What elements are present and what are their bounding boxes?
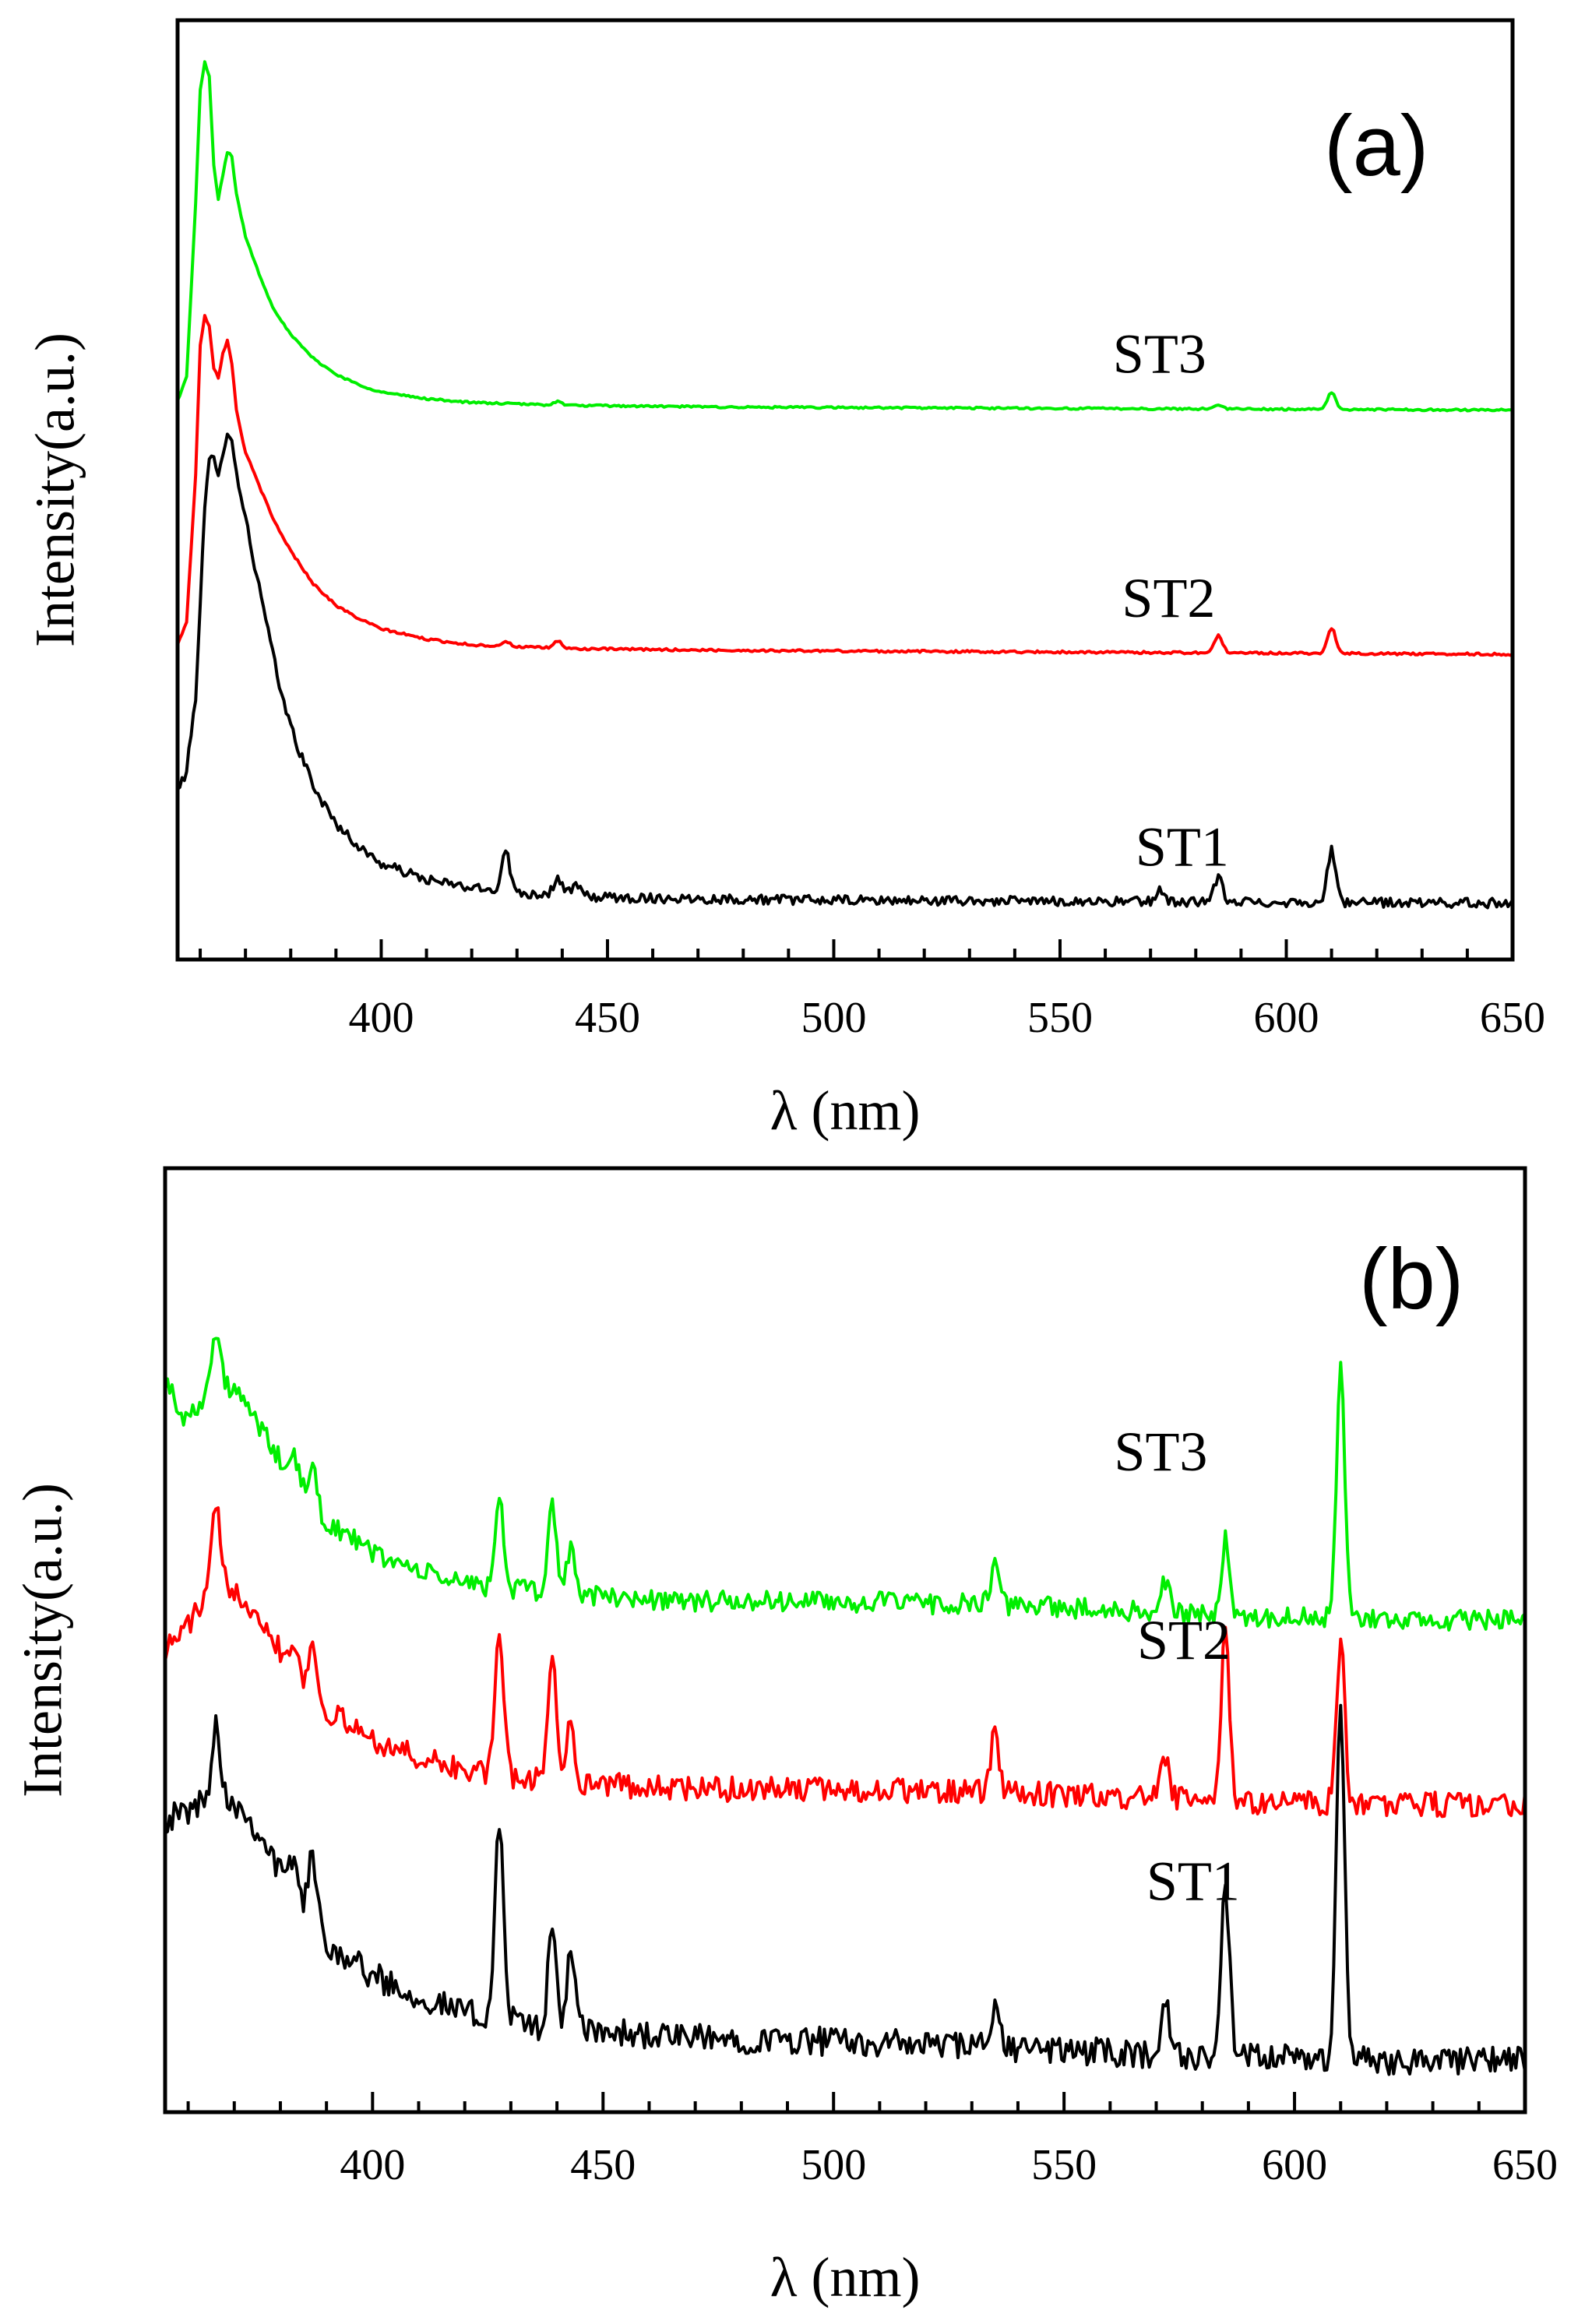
series-line-st2 <box>164 1506 1527 1819</box>
panel-b: 400 450 500 550 600 650 λ (nm) Intensity(a.u.) (… <box>12 1166 1558 2308</box>
x-tick-label: 650 <box>1480 994 1545 1042</box>
x-tick-label: 450 <box>570 2141 636 2189</box>
series-line-st3 <box>176 60 1513 413</box>
series-label-st2: ST2 <box>1137 1609 1231 1671</box>
x-tick-label: 450 <box>575 994 640 1042</box>
x-tick-label: 550 <box>1027 994 1093 1042</box>
x-tick-label: 400 <box>340 2141 405 2189</box>
panel-a: 400 450 500 550 600 650 λ (nm) Intensity(a.u.) (… <box>24 18 1545 1142</box>
series-label-st1: ST1 <box>1136 815 1229 878</box>
x-axis-label: λ (nm) <box>770 1079 921 1142</box>
series-label-st2: ST2 <box>1122 567 1215 629</box>
y-axis-label: Intensity(a.u.) <box>24 333 86 647</box>
x-tick-label: 400 <box>348 994 414 1042</box>
x-tick-label: 500 <box>801 2141 866 2189</box>
plot-frame <box>163 1166 1527 2114</box>
series-label-st3: ST3 <box>1113 322 1206 385</box>
series-line-st2 <box>176 314 1514 657</box>
panel-label: (a) <box>1324 98 1428 194</box>
series-line-st3 <box>164 1336 1527 1632</box>
series-line-st1 <box>164 1703 1527 2076</box>
plot-frame <box>175 18 1515 962</box>
x-axis-label: λ (nm) <box>770 2246 921 2308</box>
y-axis-label: Intensity(a.u.) <box>12 1483 74 1798</box>
series-label-st1: ST1 <box>1146 1850 1240 1912</box>
x-tick-label: 600 <box>1262 2141 1327 2189</box>
x-tick-label: 650 <box>1492 2141 1558 2189</box>
panel-label: (b) <box>1359 1231 1463 1327</box>
series-line-st1 <box>176 432 1514 910</box>
series-label-st3: ST3 <box>1114 1421 1207 1483</box>
x-tick-label: 600 <box>1253 994 1319 1042</box>
x-tick-label: 550 <box>1031 2141 1097 2189</box>
x-tick-label: 500 <box>801 994 866 1042</box>
